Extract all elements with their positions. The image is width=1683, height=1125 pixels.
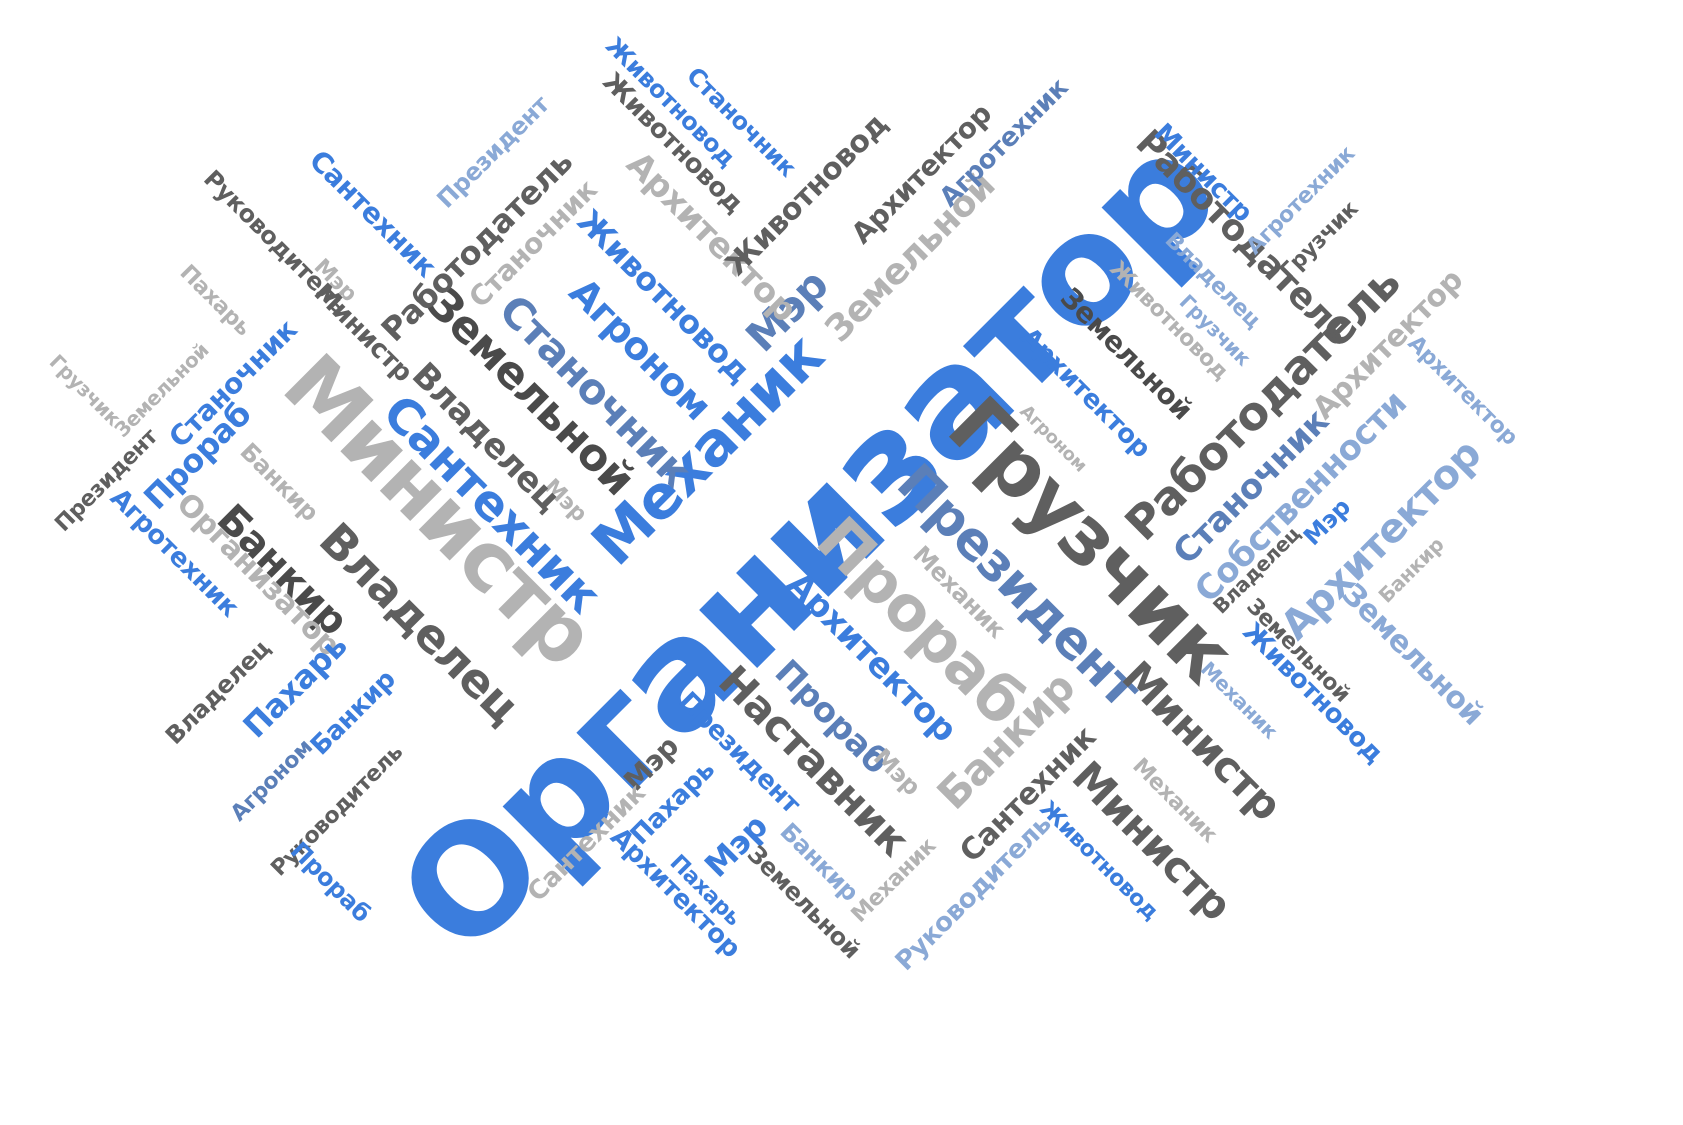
word-agronomist-2: Агроном xyxy=(226,734,318,827)
word-architect-7: Архитектор xyxy=(1402,330,1523,451)
word-foreman-4: Прораб xyxy=(284,836,377,928)
word-land-5: Земельной xyxy=(1334,577,1491,733)
word-plowman-1: Пахарь xyxy=(174,260,256,342)
word-loader-2: Грузчик xyxy=(44,349,126,431)
